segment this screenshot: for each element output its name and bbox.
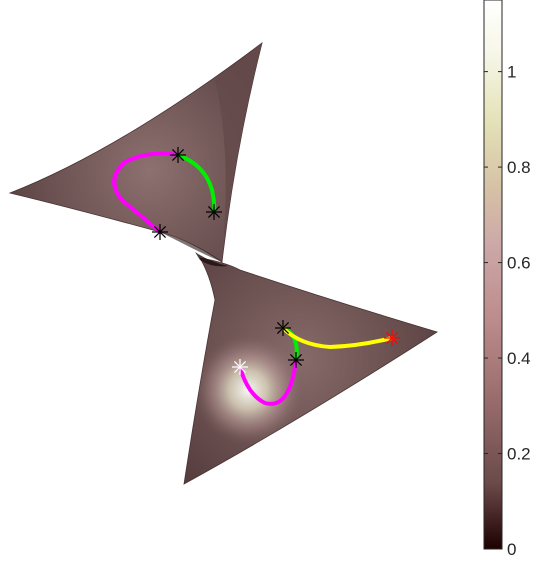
marker-stroke: [289, 353, 303, 367]
surface-patch-upper-dark-tip: [160, 232, 222, 262]
marker-upper-1: [170, 147, 186, 163]
marker-lower-2: [288, 352, 304, 368]
marker-stroke: [153, 225, 167, 239]
marker-lower-1: [275, 320, 291, 336]
colorbar: 0 0.2 0.4 0.6 0.8 1: [483, 0, 531, 559]
curve-upper-magenta: [112, 151, 180, 234]
surface-patch-upper: [8, 41, 263, 263]
marker-lower-4: [232, 359, 248, 375]
marker-stroke: [276, 321, 290, 335]
colorbar-fill: [484, 0, 502, 549]
marker-stroke: [233, 360, 247, 374]
marker-upper-3: [152, 224, 168, 240]
marker-stroke: [171, 148, 185, 162]
marker-upper-2: [206, 204, 222, 220]
curve-lower-magenta: [238, 358, 298, 406]
colorbar-tick-label: 1: [507, 63, 516, 82]
curve-lower-yellow: [281, 326, 394, 350]
colorbar-frame: [483, 0, 503, 550]
colorbar-tick-label: 0.4: [507, 349, 531, 368]
surface-plot: [8, 41, 438, 485]
marker-lower-3: [384, 330, 400, 346]
surface-patch-lower-glow: [184, 258, 437, 484]
markers: [152, 147, 400, 375]
colorbar-tick-label: 0.8: [507, 158, 531, 177]
colorbar-tick-label: 0: [507, 540, 516, 559]
marker-stroke: [207, 205, 221, 219]
surface-neck: [195, 252, 228, 267]
surface-patch-upper-band: [215, 43, 262, 262]
marker-stroke: [385, 331, 399, 345]
colorbar-tick-label: 0.6: [507, 254, 531, 273]
colorbar-tick-label: 0.2: [507, 445, 531, 464]
